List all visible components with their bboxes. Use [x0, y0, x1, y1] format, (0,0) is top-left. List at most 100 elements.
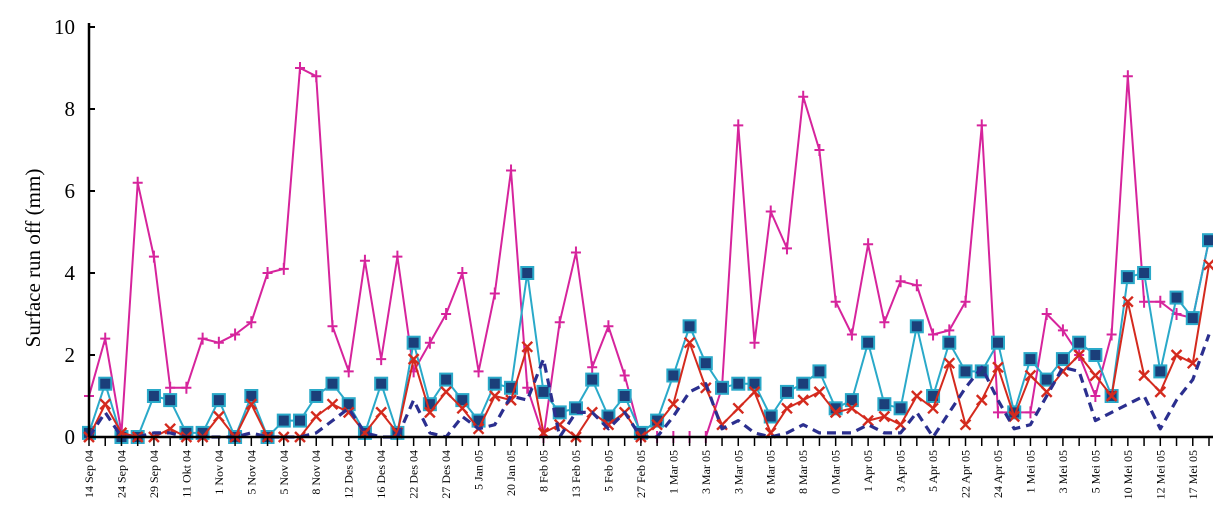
series-2-point — [407, 353, 420, 365]
x-tick-label: 3 Mei 05 — [1056, 450, 1070, 493]
x-tick-label: 10 Mei 05 — [1121, 450, 1135, 499]
series-1-point — [698, 356, 713, 371]
series-0-point — [619, 369, 630, 382]
series-2-point — [1154, 386, 1167, 398]
series-0-point — [376, 353, 387, 366]
series-0-point — [992, 406, 1003, 419]
series-0-point — [960, 295, 971, 308]
x-tick-label: 6 Mar 05 — [764, 450, 778, 494]
series-1-point — [958, 364, 973, 379]
series-0-point — [1025, 406, 1036, 419]
series-1-point — [374, 376, 389, 391]
series-1-point — [536, 384, 551, 399]
series-2-point — [829, 406, 842, 419]
series-1-point — [98, 376, 113, 391]
series-0-point — [895, 275, 906, 288]
series-2-point — [213, 410, 225, 423]
series-2-point — [424, 406, 436, 419]
series-0-point — [1122, 70, 1133, 83]
x-tick-label: 11 Okt 04 — [179, 450, 193, 498]
series-2-point — [943, 357, 956, 370]
series-1-point — [520, 266, 535, 280]
series-0-point — [489, 287, 500, 300]
series-0-point — [570, 246, 581, 259]
series-2-point — [781, 402, 793, 415]
series-1-point — [211, 393, 226, 408]
series-0-point — [424, 336, 435, 349]
series-1-point — [1055, 352, 1070, 367]
series-1-point — [406, 335, 421, 350]
series-0-point — [749, 336, 760, 349]
series-1-point — [309, 389, 324, 403]
x-tick-label: 24 Apr 05 — [991, 450, 1005, 498]
series-0-point — [213, 336, 224, 349]
x-tick-label: 3 Mar 05 — [731, 450, 745, 494]
series-0-point — [846, 328, 857, 341]
series-2-point — [1170, 349, 1183, 361]
series-1-point — [715, 380, 730, 395]
series-0-point — [197, 332, 208, 345]
series-0-point — [1155, 295, 1166, 308]
series-0-point — [359, 254, 370, 267]
x-tick-label: 1 Mei 05 — [1023, 450, 1037, 493]
series-2-point — [927, 402, 939, 415]
series-0-point — [814, 144, 825, 156]
x-tick-label: 16 Des 04 — [374, 450, 388, 499]
series-1-point — [1088, 348, 1103, 362]
series-2-point — [310, 410, 323, 423]
x-tick-label: 12 Mei 05 — [1153, 450, 1167, 499]
series-1-point — [439, 372, 454, 387]
y-tick-label: 2 — [65, 343, 76, 367]
series-0-point — [976, 119, 987, 132]
series-2-point — [1073, 349, 1085, 361]
series-1-point — [731, 376, 746, 391]
series-0-point — [148, 250, 159, 263]
x-tick-label: 3 Mar 05 — [699, 450, 713, 494]
series-0-point — [392, 250, 403, 263]
series-1-point — [909, 319, 924, 334]
x-tick-label: 5 Nov 04 — [244, 450, 258, 495]
series-1-point — [276, 413, 291, 428]
series-1-point — [585, 372, 600, 387]
series-1-point — [861, 335, 876, 350]
series-0-point — [944, 324, 955, 337]
series-1-point — [812, 364, 827, 379]
series-0-point — [246, 316, 257, 329]
series-0-point — [441, 308, 452, 320]
series-2-point — [1089, 369, 1102, 382]
series-1-point — [990, 335, 1005, 350]
series-1-point — [455, 393, 470, 408]
series-1-point — [796, 376, 811, 391]
series-2-point — [1105, 390, 1118, 402]
series-2-point — [992, 361, 1004, 374]
series-1-point — [617, 389, 632, 403]
series-1-point — [601, 409, 616, 424]
series-0-point — [587, 361, 598, 374]
series-0-point — [830, 295, 841, 308]
y-tick-label: 0 — [65, 425, 76, 449]
x-tick-label: 5 Feb 05 — [601, 450, 615, 492]
series-1-point — [325, 376, 340, 391]
series-0-point — [1090, 390, 1101, 402]
series-1-line — [88, 239, 1210, 438]
series-1-point — [1072, 335, 1087, 350]
series-1-point — [682, 319, 697, 334]
series-2-point — [732, 402, 745, 415]
series-1-point — [1120, 270, 1135, 285]
axes-layer: 0 2 4 6 8 10 14 Sep 04 24 Sep 04 29 Sep 04 11 Okt… — [54, 15, 1213, 499]
series-2-point — [488, 390, 501, 402]
series-1-point — [1185, 311, 1200, 326]
series-1-point — [1137, 266, 1152, 280]
series-2-point — [910, 390, 923, 402]
series-1-point — [877, 397, 892, 412]
series-0-point — [230, 328, 241, 341]
series-1-point — [747, 376, 762, 391]
x-tick-label: 27 Feb 05 — [634, 450, 648, 498]
series-0-point — [506, 164, 517, 177]
x-tick-label: 12 Des 04 — [342, 450, 356, 499]
x-tick-label: 17 Mei 05 — [1186, 450, 1200, 499]
series-0-point — [473, 365, 484, 378]
x-tick-label: 14 Sep 04 — [82, 450, 96, 498]
series-1-point — [1023, 352, 1038, 367]
